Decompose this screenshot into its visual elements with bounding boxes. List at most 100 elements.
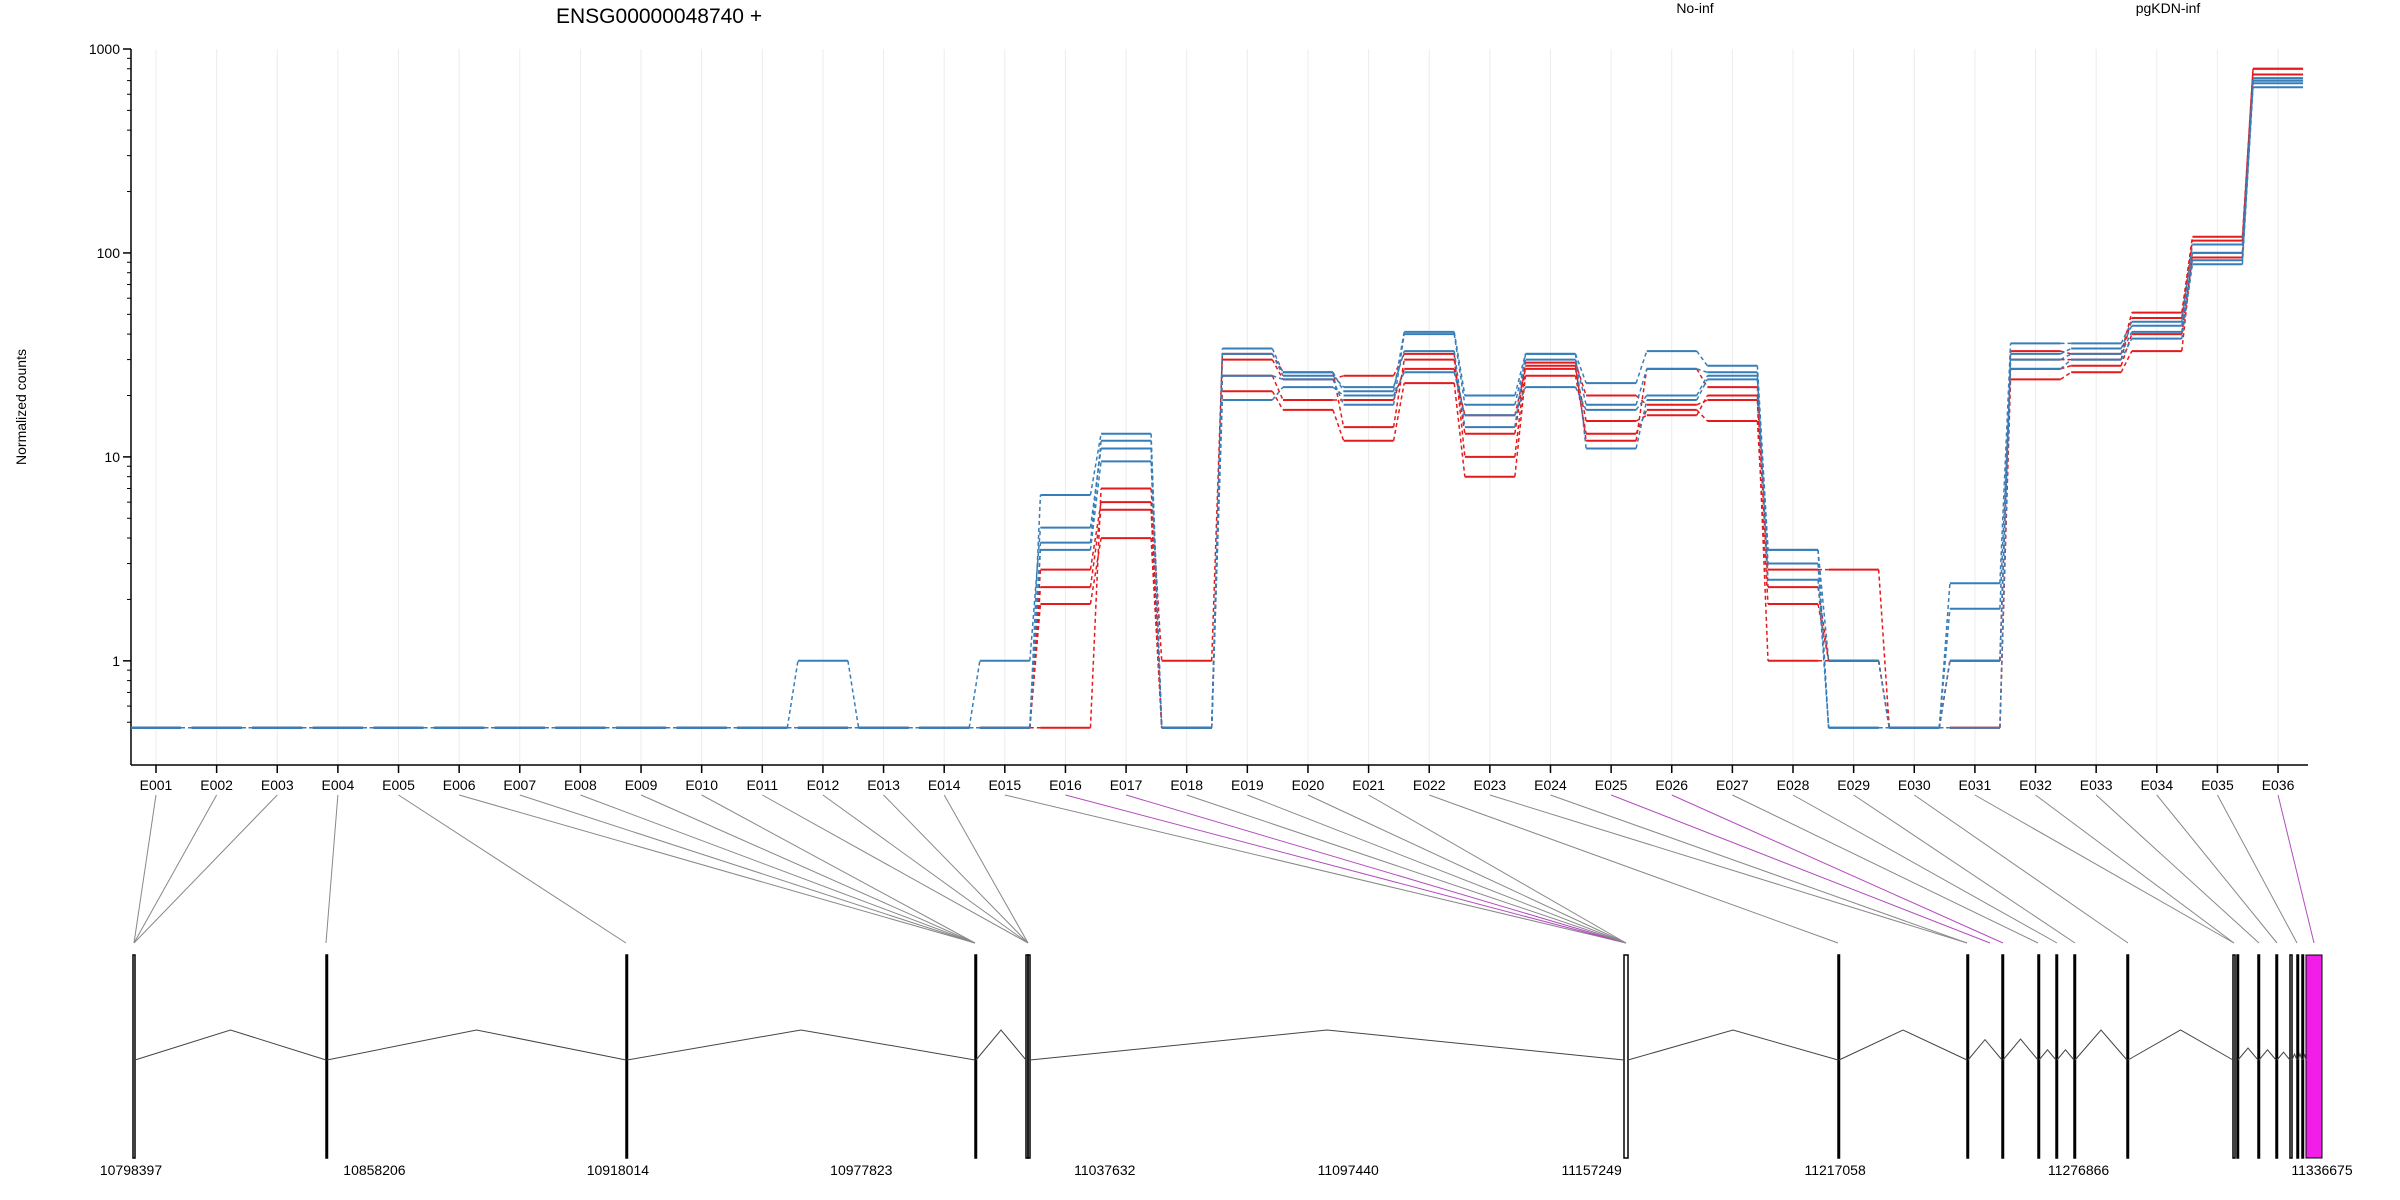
exon-block	[974, 954, 978, 1159]
connector-E024	[1550, 794, 1968, 944]
exon-block	[2301, 954, 2305, 1159]
gene-model: 10798397 10858206 10918014 10977823 11037632…	[100, 954, 2353, 1178]
chart-title: ENSG00000048740 +	[556, 5, 762, 28]
connector-E006	[459, 794, 976, 944]
exon-block	[2236, 954, 2240, 1159]
exon-block	[2289, 954, 2293, 1159]
series-segments	[131, 79, 2304, 729]
genomic-coordinate-label: 10858206	[343, 1162, 406, 1178]
genomic-coordinate-label: 11157249	[1562, 1162, 1622, 1178]
connector-E035	[2216, 794, 2298, 944]
x-tick-label-E011: E011	[746, 777, 778, 793]
exon-block	[2275, 954, 2279, 1159]
series-transitions	[181, 78, 2254, 729]
series-segments	[131, 82, 2304, 729]
exon-block	[1966, 954, 1970, 1159]
series-transitions	[181, 68, 2254, 729]
x-tick-label-E031: E031	[1959, 777, 1992, 793]
y-tick-label-1000: 1000	[89, 41, 120, 57]
connector-E001	[133, 794, 157, 944]
exon-block	[2037, 954, 2041, 1159]
connector-E028	[1792, 794, 2058, 944]
exon-block	[2126, 954, 2130, 1159]
intron-line	[975, 1029, 1027, 1061]
intron-line	[2276, 1051, 2291, 1061]
legend-no-inf: No-inf	[1676, 0, 1713, 16]
intron-line	[1627, 1029, 1839, 1061]
x-tick-label-E010: E010	[685, 777, 718, 793]
exon-block	[2232, 954, 2236, 1159]
exon-block	[2257, 954, 2261, 1159]
intron-line	[626, 1029, 976, 1061]
series-transitions	[181, 80, 2254, 729]
x-tick-label-E020: E020	[1292, 777, 1325, 793]
x-tick-label-E036: E036	[2262, 777, 2295, 793]
series-pgKDN-inf-8	[131, 82, 2304, 729]
series-transitions	[181, 83, 2254, 729]
exon-block	[1837, 954, 1841, 1159]
intron-line	[2056, 1049, 2075, 1061]
exon-block	[2073, 954, 2077, 1159]
series-transitions	[181, 87, 2254, 729]
intron-line	[2038, 1049, 2057, 1061]
series-segments	[131, 77, 2304, 729]
intron-line	[2002, 1038, 2039, 1061]
intron-line	[2297, 1052, 2303, 1061]
connector-E014	[943, 794, 1029, 944]
series-segments	[131, 79, 2304, 729]
x-tick-label-E024: E024	[1534, 777, 1567, 793]
connector-E011	[762, 794, 1029, 944]
connector-E003	[133, 794, 278, 944]
connector-E027	[1732, 794, 2039, 944]
series-No-inf-4	[131, 73, 2304, 729]
x-tick-label-E034: E034	[2140, 777, 2173, 793]
y-axis: 1 10 100 1000	[89, 41, 132, 765]
x-tick-label-E008: E008	[564, 777, 597, 793]
x-tick-label-E025: E025	[1595, 777, 1628, 793]
y-tick-label-1: 1	[112, 653, 120, 669]
genomic-coordinate-label: 11276866	[2048, 1162, 2109, 1178]
connector-E026	[1671, 794, 2004, 944]
series-No-inf-1	[131, 67, 2304, 729]
connector-E018	[1186, 794, 1627, 944]
x-tick-label-E009: E009	[625, 777, 658, 793]
series-pgKDN-inf-5	[131, 77, 2304, 729]
series-transitions	[181, 74, 2254, 729]
intron-line	[2074, 1029, 2128, 1061]
intron-line	[134, 1029, 327, 1061]
x-tick-label-E001: E001	[140, 777, 173, 793]
series-transitions	[181, 68, 2254, 729]
genomic-coordinate-label: 10977823	[830, 1162, 893, 1178]
connector-E036	[2277, 794, 2315, 944]
x-tick-label-E007: E007	[503, 777, 536, 793]
x-tick-label-E005: E005	[382, 777, 415, 793]
connector-E020	[1307, 794, 1627, 944]
x-tick-label-E022: E022	[1413, 777, 1446, 793]
connector-E019	[1247, 794, 1627, 944]
x-tick-label-E028: E028	[1777, 777, 1810, 793]
exon-block	[2055, 954, 2059, 1159]
x-tick-label-E014: E014	[928, 777, 961, 793]
exon-connectors	[133, 794, 2315, 944]
exon-block	[2296, 954, 2300, 1159]
connector-E009	[640, 794, 976, 944]
genomic-coordinate-label: 10918014	[587, 1162, 650, 1178]
connector-E010	[701, 794, 976, 944]
x-tick-label-E017: E017	[1110, 777, 1143, 793]
intron-line	[326, 1029, 627, 1061]
x-tick-label-E002: E002	[200, 777, 233, 793]
x-tick-label-E016: E016	[1049, 777, 1082, 793]
y-axis-label: Normalized counts	[13, 349, 29, 465]
x-tick-label-E027: E027	[1716, 777, 1749, 793]
y-tick-label-10: 10	[104, 449, 120, 465]
connector-E021	[1368, 794, 1627, 944]
intron-line	[1838, 1029, 1968, 1061]
x-tick-label-E018: E018	[1170, 777, 1203, 793]
x-tick-label-E026: E026	[1655, 777, 1688, 793]
connector-E033	[2095, 794, 2260, 944]
series-segments	[131, 67, 2304, 729]
series-pgKDN-inf-7	[131, 79, 2304, 729]
genomic-coordinate-label: 11037632	[1074, 1162, 1135, 1178]
series-transitions	[181, 80, 2254, 729]
x-tick-label-E006: E006	[443, 777, 476, 793]
